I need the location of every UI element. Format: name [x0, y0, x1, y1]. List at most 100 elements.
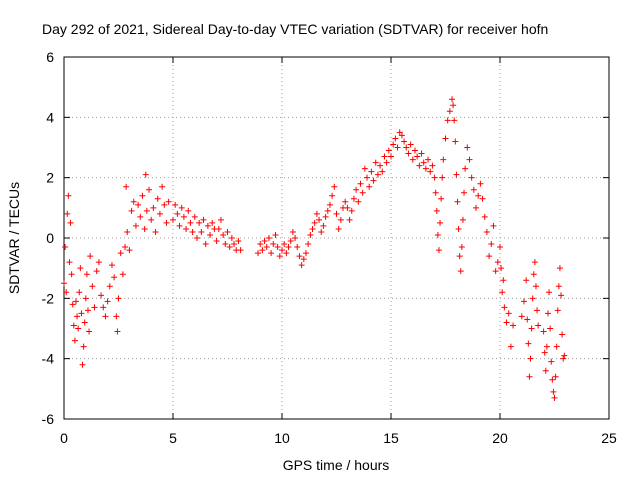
data-point — [71, 337, 78, 344]
data-point — [523, 277, 530, 284]
data-point — [433, 207, 440, 214]
data-point — [560, 355, 567, 362]
data-point — [220, 231, 227, 238]
data-point — [540, 328, 547, 335]
data-point — [432, 189, 439, 196]
data-point — [132, 222, 139, 229]
data-point — [272, 231, 279, 238]
data-point — [79, 361, 86, 368]
data-point — [187, 219, 194, 226]
data-point — [311, 219, 318, 226]
data-point — [346, 216, 353, 223]
data-point — [470, 186, 477, 193]
data-point — [390, 141, 397, 148]
data-point — [180, 213, 187, 220]
data-point — [209, 219, 216, 226]
data-point — [62, 244, 69, 251]
data-point — [486, 253, 493, 260]
data-point — [558, 292, 565, 299]
y-tick-label: 6 — [46, 49, 54, 65]
data-point — [520, 298, 527, 305]
data-point — [450, 102, 457, 109]
data-point — [527, 355, 534, 362]
data-point — [202, 241, 209, 248]
data-point — [403, 144, 410, 151]
data-point — [479, 195, 486, 202]
chart-title: Day 292 of 2021, Sidereal Day-to-day VTE… — [42, 21, 548, 37]
data-point — [394, 144, 401, 151]
data-point — [106, 283, 113, 290]
data-point — [488, 241, 495, 248]
data-point — [549, 376, 556, 383]
data-point — [525, 340, 532, 347]
data-point — [374, 171, 381, 178]
data-point — [185, 207, 192, 214]
data-point — [126, 247, 133, 254]
x-axis-label: GPS time / hours — [283, 457, 390, 473]
data-point — [473, 204, 480, 211]
data-point — [335, 225, 342, 232]
data-point — [104, 298, 111, 305]
data-point — [170, 216, 176, 223]
data-point — [462, 165, 469, 172]
data-point — [102, 313, 109, 320]
data-point — [542, 367, 549, 374]
data-point — [285, 244, 292, 251]
data-point — [385, 147, 392, 154]
data-point — [431, 174, 438, 181]
data-point — [123, 183, 130, 190]
data-point — [543, 343, 550, 350]
data-point — [551, 394, 558, 401]
data-point — [307, 231, 314, 238]
data-point — [156, 210, 163, 217]
data-point — [98, 292, 105, 299]
data-point — [468, 174, 475, 181]
data-point — [407, 141, 414, 148]
data-point — [418, 150, 425, 157]
data-point — [401, 138, 408, 145]
data-point — [198, 228, 205, 235]
data-point — [461, 189, 468, 196]
data-point — [494, 259, 501, 266]
data-point — [437, 219, 444, 226]
data-point — [296, 253, 303, 260]
data-point — [83, 271, 90, 278]
data-point — [464, 144, 471, 151]
axis-ticks — [63, 56, 610, 420]
data-point — [176, 222, 183, 229]
data-point — [139, 192, 146, 199]
data-point — [61, 280, 67, 287]
data-point — [91, 304, 98, 311]
data-point — [342, 198, 349, 205]
x-tick-label: 0 — [60, 430, 68, 446]
data-point — [532, 283, 539, 290]
data-point — [398, 132, 405, 139]
data-point — [67, 219, 74, 226]
data-point — [196, 219, 203, 226]
data-point — [370, 177, 377, 184]
data-point — [222, 241, 229, 248]
data-point — [80, 343, 87, 350]
data-point — [281, 241, 288, 248]
y-tick-label: 4 — [46, 109, 54, 125]
data-point — [499, 289, 506, 296]
data-point — [66, 259, 73, 266]
data-point — [200, 216, 207, 223]
data-point — [174, 210, 181, 217]
data-point — [388, 153, 394, 160]
data-point — [477, 180, 484, 187]
data-point — [348, 207, 355, 214]
x-tick-label: 10 — [274, 430, 290, 446]
data-point — [142, 171, 149, 178]
data-point — [81, 319, 88, 326]
data-point — [505, 310, 512, 317]
data-point — [350, 195, 357, 202]
data-point — [456, 253, 463, 260]
data-point — [143, 207, 150, 214]
data-point — [84, 307, 91, 314]
x-tick-label: 15 — [383, 430, 399, 446]
data-point — [122, 244, 129, 251]
y-tick-label: 0 — [46, 230, 54, 246]
data-point — [313, 210, 320, 217]
